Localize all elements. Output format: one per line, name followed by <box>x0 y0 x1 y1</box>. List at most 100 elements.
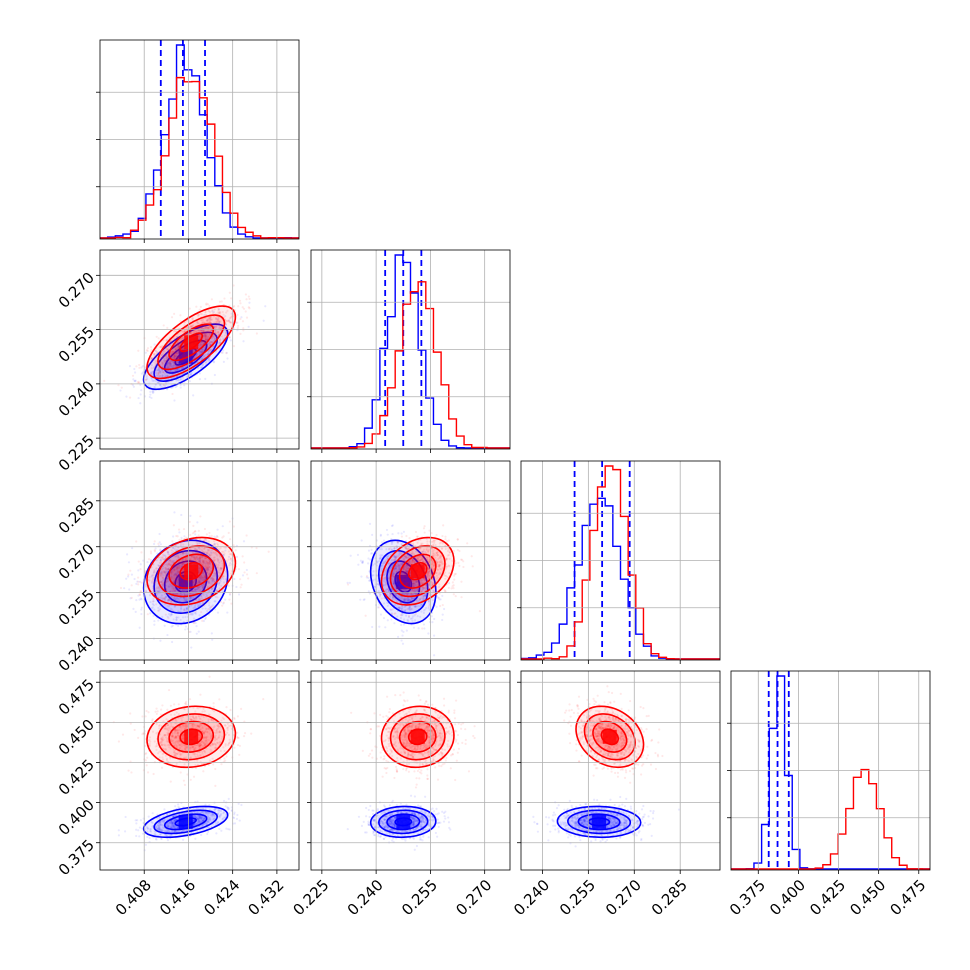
scatter-point <box>222 577 225 581</box>
scatter-point <box>166 348 170 351</box>
scatter-point <box>172 586 175 589</box>
scatter-point <box>190 371 193 374</box>
scatter-point <box>200 350 203 353</box>
scatter-point <box>180 605 183 608</box>
scatter-point <box>150 357 153 360</box>
scatter-point <box>199 351 203 354</box>
scatter-point <box>188 352 191 355</box>
scatter-point <box>248 307 251 310</box>
scatter-point <box>218 325 222 328</box>
scatter-point <box>157 609 160 612</box>
scatter-point <box>205 339 208 342</box>
scatter-point <box>155 352 158 356</box>
scatter-point <box>195 354 198 357</box>
scatter-point <box>182 354 185 357</box>
scatter-point <box>209 348 212 351</box>
scatter-point <box>405 629 408 632</box>
scatter-point <box>170 360 173 363</box>
panel-frame <box>99 249 300 450</box>
scatter-point <box>169 379 173 383</box>
scatter-point <box>173 362 176 366</box>
scatter-point <box>138 381 141 384</box>
scatter-point <box>175 616 178 619</box>
scatter-point <box>177 610 180 613</box>
scatter-point <box>181 611 184 614</box>
scatter-point <box>198 577 201 580</box>
scatter-point <box>198 350 201 354</box>
scatter-point <box>186 607 189 611</box>
scatter-point <box>412 626 416 629</box>
scatter-point <box>181 355 184 358</box>
scatter-point <box>169 614 172 617</box>
scatter-point <box>236 321 239 324</box>
scatter-point <box>201 322 204 325</box>
scatter-point <box>175 355 178 358</box>
scatter-point <box>138 366 141 369</box>
scatter-point <box>215 325 218 328</box>
scatter-point <box>206 567 210 571</box>
scatter-point <box>182 353 185 357</box>
scatter-point <box>182 337 185 340</box>
scatter-point <box>255 546 258 550</box>
scatter-point <box>210 298 213 301</box>
scatter-point <box>134 380 137 383</box>
scatter-point <box>198 561 202 564</box>
scatter-point <box>211 310 214 313</box>
scatter-point <box>201 607 204 610</box>
scatter-point <box>396 635 400 639</box>
scatter-point <box>230 559 233 562</box>
scatter-point <box>222 601 225 604</box>
scatter-point <box>245 573 249 576</box>
scatter-point <box>229 562 232 565</box>
scatter-point <box>228 321 232 324</box>
scatter-point <box>205 569 208 572</box>
scatter-point <box>393 612 396 615</box>
scatter-point <box>175 360 178 364</box>
scatter-point <box>391 608 394 611</box>
scatter-point <box>192 617 196 620</box>
scatter-point <box>161 615 164 618</box>
scatter-point <box>174 353 177 357</box>
scatter-point <box>174 555 178 558</box>
scatter-point <box>209 317 212 321</box>
scatter-point <box>174 592 177 595</box>
scatter-point <box>145 376 148 379</box>
scatter-point <box>226 309 229 312</box>
scatter-point <box>221 525 224 528</box>
scatter-point <box>166 633 169 637</box>
scatter-point <box>371 552 374 555</box>
scatter-point <box>163 372 166 376</box>
scatter-point <box>169 344 172 347</box>
scatter-point <box>194 588 197 591</box>
scatter-point <box>213 333 216 336</box>
scatter-point <box>151 389 154 392</box>
scatter-point <box>152 604 155 607</box>
scatter-point <box>183 596 186 600</box>
scatter-point <box>174 573 177 576</box>
scatter-point <box>221 604 224 607</box>
scatter-point <box>241 306 244 309</box>
scatter-point <box>399 613 402 617</box>
scatter-point <box>155 369 158 372</box>
scatter-point <box>198 335 201 338</box>
scatter-point <box>218 347 221 350</box>
scatter-point <box>137 580 140 583</box>
scatter-point <box>162 349 165 353</box>
scatter-point <box>149 371 153 374</box>
scatter-point <box>175 348 178 351</box>
scatter-point <box>219 312 222 315</box>
scatter-point <box>176 569 179 572</box>
scatter-point <box>164 354 167 357</box>
scatter-point <box>151 371 154 374</box>
scatter-point <box>195 305 198 308</box>
scatter-point <box>183 598 187 601</box>
scatter-point <box>197 580 200 584</box>
scatter-point <box>163 360 167 363</box>
scatter-point <box>159 375 162 378</box>
scatter-point <box>174 347 178 350</box>
scatter-point <box>206 330 209 334</box>
scatter-point <box>146 613 149 616</box>
scatter-point <box>248 301 251 304</box>
scatter-point <box>205 567 209 570</box>
scatter-point <box>167 605 171 608</box>
